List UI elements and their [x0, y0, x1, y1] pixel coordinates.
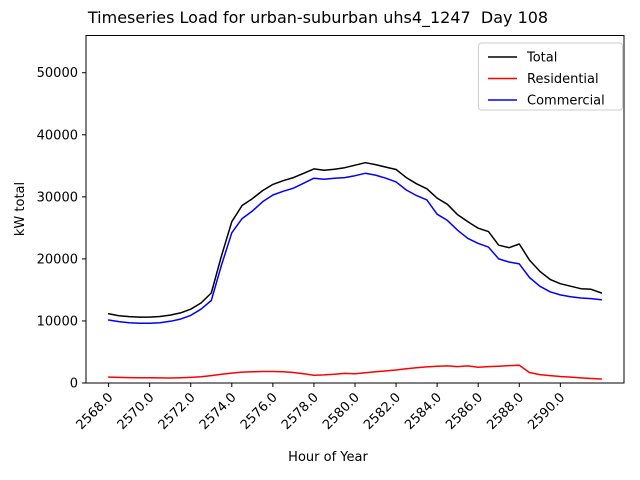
y-tick-label: 50000: [37, 66, 78, 81]
series-line-commercial: [107, 172, 603, 325]
x-tick-label: 2584.0: [402, 390, 445, 433]
x-tick-label: 2588.0: [484, 390, 527, 433]
x-tick-label: 2580.0: [320, 390, 363, 433]
legend-label-residential: Residential: [527, 72, 599, 87]
x-tick-label: 2570.0: [115, 390, 158, 433]
x-tick-label: 2568.0: [74, 390, 117, 433]
x-axis-label: Hour of Year: [288, 450, 368, 465]
legend-frame: [478, 42, 623, 111]
legend: Total Residential Commercial: [478, 42, 623, 111]
y-tick-label: 0: [70, 377, 78, 392]
y-axis-ticks: 0 10000 20000 30000 40000 50000: [37, 66, 86, 392]
x-tick-label: 2586.0: [443, 390, 486, 433]
x-axis-ticks: 2568.02570.02572.02574.02576.02578.02580…: [74, 383, 568, 433]
y-axis-label: kW total: [13, 182, 28, 236]
x-tick-label: 2572.0: [156, 390, 199, 433]
x-tick-label: 2582.0: [361, 390, 404, 433]
y-tick-label: 10000: [37, 314, 78, 329]
y-tick-label: 20000: [37, 252, 78, 267]
y-tick-label: 40000: [37, 128, 78, 143]
y-tick-label: 30000: [37, 190, 78, 205]
series-line-total: [107, 161, 603, 318]
x-tick-label: 2590.0: [525, 390, 568, 433]
x-tick-label: 2578.0: [279, 390, 322, 433]
series-line-residential: [107, 364, 603, 380]
x-tick-label: 2576.0: [238, 390, 281, 433]
x-tick-label: 2574.0: [197, 390, 240, 433]
series-lines: [107, 161, 603, 380]
legend-label-commercial: Commercial: [527, 94, 605, 109]
legend-label-total: Total: [526, 51, 557, 66]
chart-title: Timeseries Load for urban-suburban uhs4_…: [87, 8, 548, 28]
